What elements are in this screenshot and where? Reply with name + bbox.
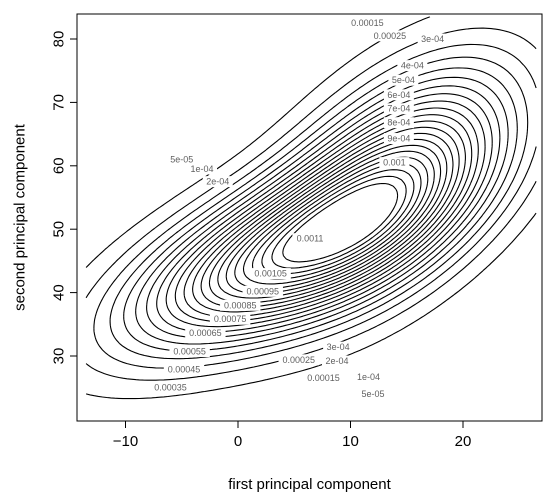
contour-label: 0.00105 xyxy=(254,269,287,279)
plot-frame xyxy=(76,13,543,422)
contour-label: 5e-05 xyxy=(361,389,384,399)
contour-label: 5e-05 xyxy=(170,154,193,164)
contour-label-bg xyxy=(166,153,197,165)
x-axis-title: first principal component xyxy=(228,476,391,493)
contour-label: 5e-04 xyxy=(392,75,415,85)
contour-label: 2e-04 xyxy=(325,356,348,366)
contour-label-bg xyxy=(242,285,283,297)
contour-label: 0.00035 xyxy=(154,383,187,393)
contour-label: 0.00015 xyxy=(351,18,384,28)
contour-label-bg xyxy=(278,354,319,366)
contour-label: 7e-04 xyxy=(387,104,410,114)
contour-line xyxy=(85,16,537,400)
x-tick-label: 10 xyxy=(342,433,359,450)
contour-label-bg xyxy=(383,103,414,115)
contour-label-bg xyxy=(383,133,414,145)
contour-label-bg xyxy=(292,233,328,245)
contour-line xyxy=(156,93,493,333)
contour-label-bg xyxy=(358,388,388,400)
contour-label: 0.00025 xyxy=(374,31,407,41)
contour-label-bg xyxy=(323,341,354,353)
contour-label-bg xyxy=(369,30,411,42)
contour-label: 0.00025 xyxy=(282,355,315,365)
contour-line xyxy=(192,120,466,313)
contour-label-bg xyxy=(185,327,226,339)
contour-label-bg xyxy=(202,176,233,188)
contour-line xyxy=(271,175,407,269)
contour-label: 4e-04 xyxy=(401,61,424,71)
contour-line xyxy=(174,107,479,323)
contour-label-bg xyxy=(220,299,261,311)
contour-label: 0.00065 xyxy=(189,328,222,338)
contour-label-bg xyxy=(383,89,414,101)
x-axis: −10 0 10 20 xyxy=(113,421,472,450)
y-axis-title: second principal component xyxy=(12,123,29,311)
contour-label-bg xyxy=(163,363,205,375)
contour-label: 0.00085 xyxy=(224,300,257,310)
contour-label: 9e-04 xyxy=(387,134,410,144)
contour-line xyxy=(183,114,473,318)
y-tick-label: 80 xyxy=(51,31,68,48)
contour-label: 0.001 xyxy=(383,158,406,168)
contour-label-bg xyxy=(353,371,384,383)
contour-line xyxy=(242,156,429,285)
y-tick-label: 70 xyxy=(51,94,68,111)
x-tick-label: 20 xyxy=(455,433,472,450)
contour-label: 0.00045 xyxy=(168,364,201,374)
contour-label: 3e-04 xyxy=(327,342,350,352)
contour-line xyxy=(165,100,486,328)
contour-label-bg xyxy=(322,355,352,367)
contour-label: 1e-04 xyxy=(357,372,380,382)
contour-label-bg xyxy=(187,163,217,175)
contour-label-bg xyxy=(379,157,410,169)
contour-line xyxy=(85,27,537,381)
contour-label-bg xyxy=(417,33,448,45)
x-tick-label: −10 xyxy=(113,433,138,450)
contour-label-bg xyxy=(250,268,291,280)
contour-label: 0.00075 xyxy=(214,314,247,324)
contour-label: 2e-04 xyxy=(206,177,229,187)
contour-line xyxy=(217,138,448,299)
contour-line xyxy=(93,43,537,369)
contour-label: 0.00055 xyxy=(173,347,206,357)
contour-labels: 0.00015 0.00025 3e-04 4e-04 5e-04 6e-04 7e-04 8… xyxy=(150,17,448,400)
contour-label-bg xyxy=(388,74,419,86)
contour-label-bg xyxy=(169,346,210,358)
y-tick-label: 30 xyxy=(51,348,68,365)
contour-label-bg xyxy=(383,117,414,129)
contour-label-bg xyxy=(209,313,251,325)
y-tick-label: 60 xyxy=(51,157,68,174)
contour-line xyxy=(123,67,518,352)
contour-line xyxy=(282,182,399,263)
contour-label-bg xyxy=(397,60,428,72)
contour-label: 0.00095 xyxy=(246,286,279,296)
contour-label-bg xyxy=(347,17,388,29)
contour-label: 1e-04 xyxy=(190,164,213,174)
y-tick-label: 50 xyxy=(51,221,68,238)
y-tick-label: 40 xyxy=(51,284,68,301)
contour-label-bg xyxy=(303,372,344,384)
contour-label: 0.0011 xyxy=(297,234,324,244)
contour-label: 8e-04 xyxy=(387,118,410,128)
contour-label: 3e-04 xyxy=(421,34,444,44)
contour-label: 0.00015 xyxy=(307,373,340,383)
contour-lines xyxy=(85,16,537,400)
x-tick-label: 0 xyxy=(234,433,242,450)
contour-label-bg xyxy=(150,382,191,394)
y-axis: 30 40 50 60 70 80 xyxy=(51,31,77,365)
contour-label: 6e-04 xyxy=(387,90,410,100)
